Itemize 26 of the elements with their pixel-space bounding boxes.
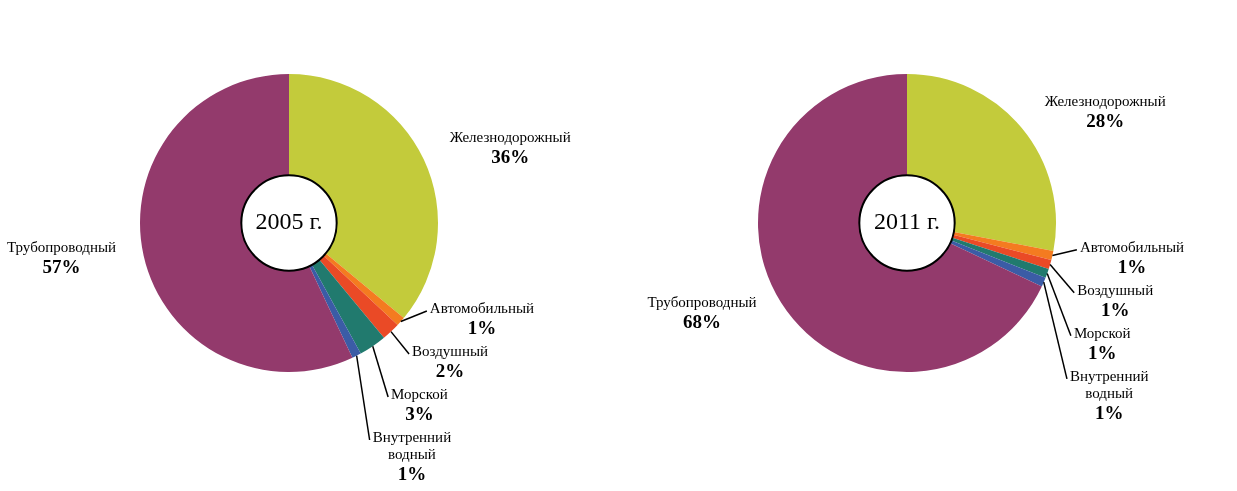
data-label: 2%: [435, 360, 465, 382]
slice-label: Морской: [1073, 325, 1131, 342]
data-label: 3%: [405, 403, 434, 425]
data-label: 1%: [1117, 256, 1147, 278]
slice-label: Автомобильный: [429, 300, 535, 317]
slice-label: Воздушный: [1077, 282, 1154, 299]
text: 2005 г.: [255, 208, 323, 235]
data-label: 1%: [1094, 402, 1124, 424]
slice-label: Трубопроводный: [647, 293, 757, 310]
data-label: 1%: [1100, 299, 1130, 321]
data-label: 1%: [397, 463, 427, 485]
data-label: 28%: [1086, 109, 1125, 131]
slice-label: Внутренний водный: [372, 429, 452, 463]
data-label: 1%: [467, 317, 497, 339]
slice-label: Автомобильный: [1079, 239, 1185, 256]
text: 2011 г.: [873, 208, 941, 235]
slice-label: Внутренний водный: [1069, 368, 1149, 402]
slice-label: Железнодорожный: [449, 129, 571, 146]
data-label: 1%: [1087, 342, 1117, 364]
data-label: 68%: [683, 310, 722, 332]
data-label: 57%: [42, 256, 81, 278]
slice-label: Морской: [391, 386, 448, 403]
data-label: 36%: [491, 146, 530, 168]
slice-label: Железнодорожный: [1044, 92, 1166, 109]
slice-label: Трубопроводный: [6, 239, 117, 256]
slice-label: Воздушный: [412, 343, 489, 360]
